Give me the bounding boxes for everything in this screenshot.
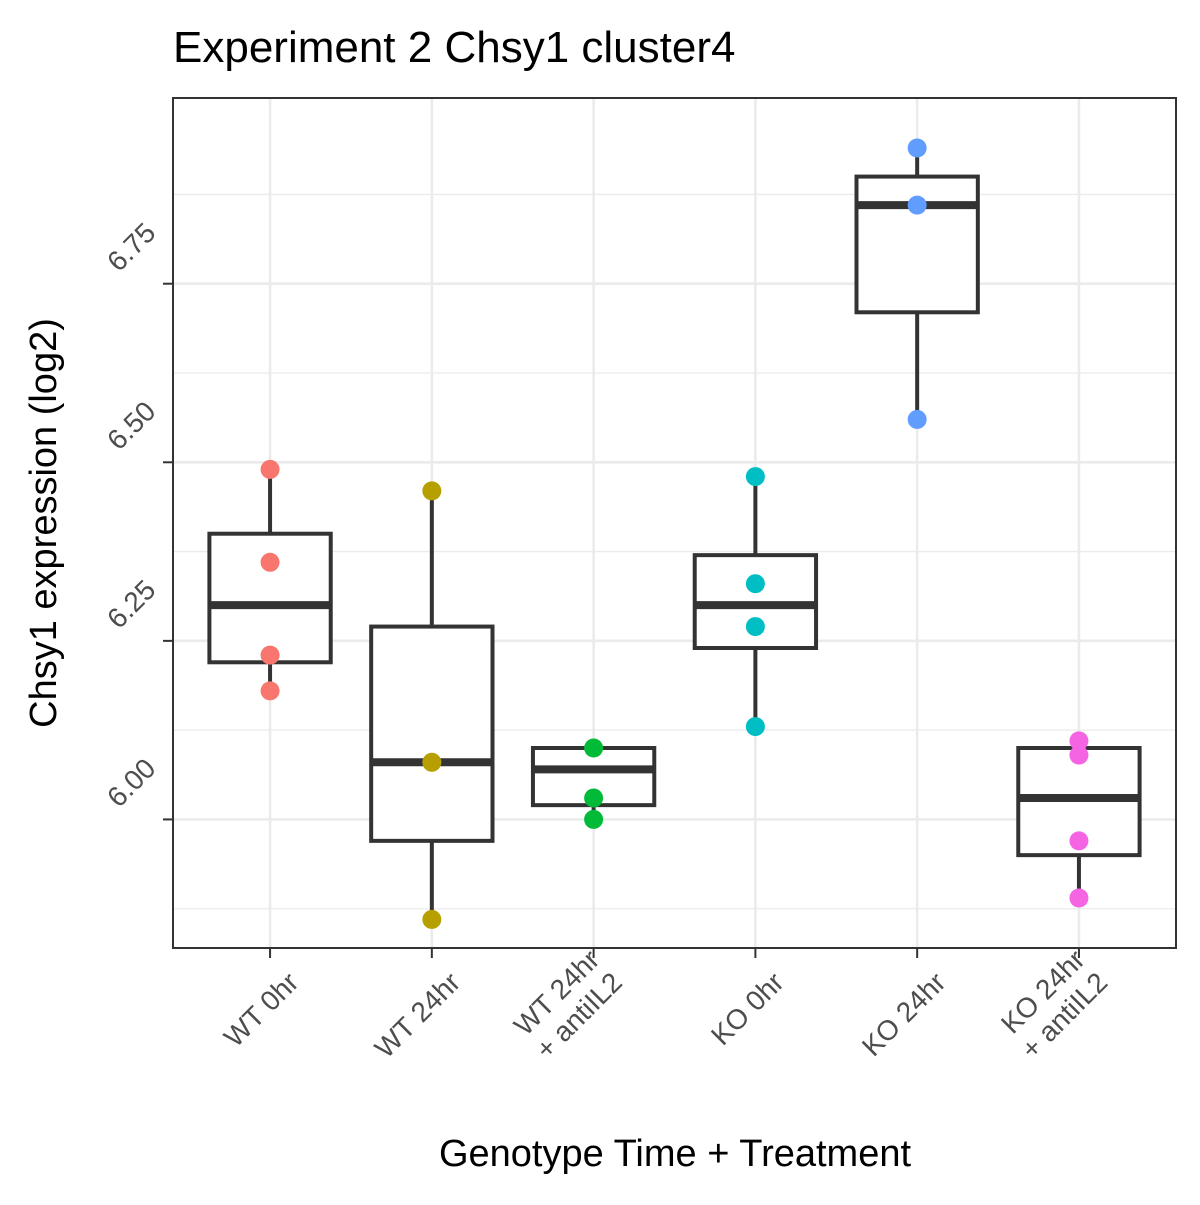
x-tick-label: KO 24hr [856, 966, 952, 1062]
x-tick-label: WT 0hr [218, 966, 304, 1052]
data-point [260, 459, 280, 479]
y-tick-label: 6.50 [101, 395, 161, 455]
panel-background [173, 98, 1176, 948]
x-tick-label: KO 0hr [705, 966, 790, 1051]
chart-title: Experiment 2 Chsy1 cluster4 [173, 23, 735, 72]
y-axis: 6.00 6.25 6.50 6.75 [101, 217, 173, 821]
x-tick-label-group: KO 0hr [705, 966, 790, 1051]
data-point [1069, 745, 1089, 765]
data-point [907, 138, 927, 158]
data-point [745, 717, 765, 737]
point-layer [260, 138, 1089, 929]
y-tick-label: 6.75 [101, 217, 161, 277]
data-point [422, 752, 442, 772]
data-point [260, 681, 280, 701]
data-point [584, 788, 604, 808]
data-point [745, 574, 765, 594]
data-point [260, 645, 280, 665]
x-tick-label-group: WT 0hr [218, 966, 304, 1052]
x-tick-label-group: WT 24hr [369, 966, 466, 1063]
data-point [745, 617, 765, 637]
panel-border [172, 97, 1177, 949]
x-tick-label-group: KO 24hr+ antiIL2 [995, 944, 1113, 1065]
x-tick-label-group: WT 24hr+ antiIL2 [508, 944, 628, 1065]
data-point [260, 552, 280, 572]
data-point [907, 195, 927, 215]
x-tick-label: WT 24hr [369, 966, 466, 1063]
x-axis: WT 0hr WT 24hr WT 24hr+ antiIL2 KO 0hr KO 24… [218, 944, 1113, 1065]
data-point [907, 409, 927, 429]
y-tick-label: 6.00 [101, 752, 161, 812]
x-axis-title: Genotype Time + Treatment [439, 1133, 912, 1175]
data-point [745, 467, 765, 487]
data-point [1069, 731, 1089, 751]
data-point [584, 809, 604, 829]
y-tick-label: 6.25 [101, 574, 161, 634]
x-tick-label-group: KO 24hr [856, 966, 952, 1062]
box-iqr [369, 624, 495, 843]
data-point [1069, 831, 1089, 851]
data-point [584, 738, 604, 758]
y-axis-title: Chsy1 expression (log2) [23, 318, 65, 728]
data-point [422, 481, 442, 501]
data-point [1069, 888, 1089, 908]
data-point [422, 909, 442, 929]
